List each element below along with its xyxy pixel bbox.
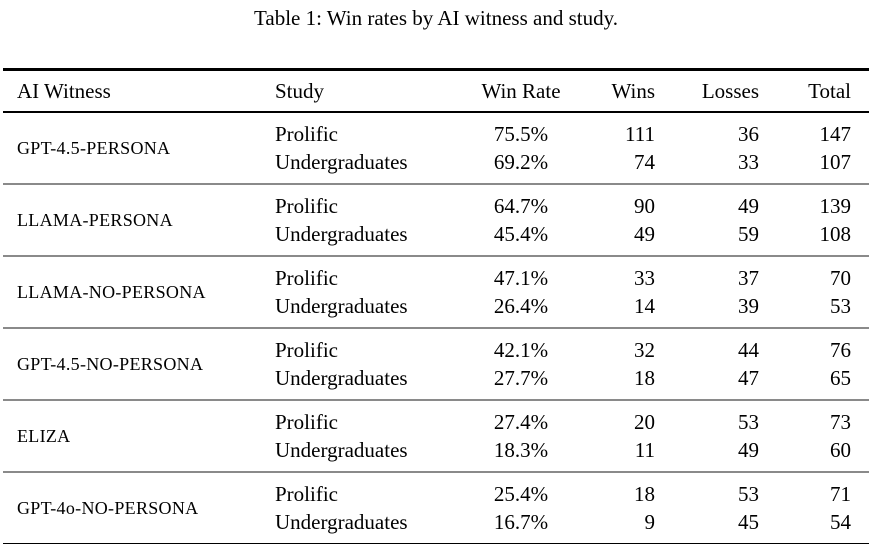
table-row: LLAMA-NO-PERSONA Prolific 47.1% 33 37 70 — [3, 255, 869, 328]
wins-cell: 18 — [634, 366, 655, 390]
witness-group: GPT-4o-NO-PERSONA Prolific 25.4% 18 53 7… — [3, 471, 869, 544]
losses-cell: 49 — [665, 183, 767, 220]
total-cell: 65 — [830, 366, 851, 390]
total-cell: 54 — [830, 510, 851, 534]
total-cell: 107 — [819, 150, 852, 174]
losses-cell: 37 — [665, 255, 767, 292]
col-header-total: Total — [767, 69, 869, 113]
win-rate-cell: 42.1% — [461, 327, 581, 364]
table-row: ELIZA Prolific 27.4% 20 53 73 — [3, 399, 869, 472]
study-cell: Undergraduates — [275, 510, 408, 534]
win-rates-table: AI Witness Study Win Rate Wins Losses To… — [3, 68, 869, 544]
study-cell: Undergraduates — [275, 438, 408, 462]
table-row: Undergraduates 18.3% 11 49 60 — [3, 436, 869, 472]
win-rate-cell: 69.2% — [493, 150, 549, 174]
win-rate-cell: 64.7% — [461, 183, 581, 220]
win-rate-cell: 45.4% — [493, 222, 549, 246]
losses-cell: 53 — [665, 471, 767, 508]
win-rate-cell: 18.3% — [493, 438, 549, 462]
study-cell: Prolific — [261, 399, 461, 436]
study-cell: Prolific — [275, 122, 338, 146]
total-cell: 73 — [767, 399, 869, 436]
win-rate-cell: 27.4% — [461, 399, 581, 436]
table-row: Undergraduates 27.7% 18 47 65 — [3, 364, 869, 400]
losses-cell: 53 — [665, 399, 767, 436]
total-cell: 53 — [830, 294, 851, 318]
table-row: GPT-4o-NO-PERSONA Prolific 25.4% 18 53 7… — [3, 471, 869, 544]
win-rate-cell: 75.5% — [493, 122, 549, 146]
table-header-row: AI Witness Study Win Rate Wins Losses To… — [3, 69, 869, 113]
total-cell: 60 — [830, 438, 851, 462]
table-row: GPT-4.5-NO-PERSONA Prolific 42.1% 32 44 … — [3, 327, 869, 400]
losses-cell: 36 — [738, 122, 759, 146]
wins-cell: 11 — [634, 438, 655, 462]
losses-cell: 45 — [738, 510, 759, 534]
table-row: Undergraduates 26.4% 14 39 53 — [3, 292, 869, 328]
total-cell: 147 — [819, 122, 852, 146]
win-rate-cell: 25.4% — [461, 471, 581, 508]
wins-cell: 9 — [644, 510, 656, 534]
witness-group: LLAMA-PERSONA Prolific 64.7% 90 49 139 U… — [3, 183, 869, 256]
win-rate-cell: 47.1% — [461, 255, 581, 292]
wins-cell: 74 — [634, 150, 655, 174]
total-cell: 70 — [767, 255, 869, 292]
wins-cell: 14 — [634, 294, 655, 318]
losses-cell: 49 — [738, 438, 759, 462]
total-cell: 139 — [767, 183, 869, 220]
witness-cell: LLAMA-NO-PERSONA — [3, 255, 261, 328]
witness-group: GPT-4.5-NO-PERSONA Prolific 42.1% 32 44 … — [3, 327, 869, 400]
total-cell: 108 — [819, 222, 852, 246]
study-cell: Prolific — [261, 183, 461, 220]
table-caption: Table 1: Win rates by AI witness and stu… — [254, 6, 618, 30]
col-header-win-rate: Win Rate — [461, 69, 581, 113]
witness-group: ELIZA Prolific 27.4% 20 53 73 Undergradu… — [3, 399, 869, 472]
losses-cell: 44 — [665, 327, 767, 364]
study-cell: Undergraduates — [275, 294, 408, 318]
win-rate-cell: 16.7% — [493, 510, 549, 534]
study-cell: Undergraduates — [275, 222, 408, 246]
wins-cell: 111 — [625, 122, 655, 146]
wins-cell: 32 — [581, 327, 665, 364]
losses-cell: 47 — [738, 366, 759, 390]
wins-cell: 90 — [581, 183, 665, 220]
col-header-study: Study — [261, 69, 461, 113]
witness-cell: GPT-4.5-PERSONA — [17, 138, 171, 158]
witness-cell: GPT-4o-NO-PERSONA — [3, 471, 261, 544]
table-row: Undergraduates 69.2% 74 33 107 — [3, 148, 869, 184]
losses-cell: 59 — [738, 222, 759, 246]
witness-group: GPT-4.5-PERSONA Prolific 75.5% 111 36 14… — [3, 112, 869, 184]
col-header-wins: Wins — [581, 69, 665, 113]
witness-cell: LLAMA-PERSONA — [3, 183, 261, 256]
witness-group: LLAMA-NO-PERSONA Prolific 47.1% 33 37 70… — [3, 255, 869, 328]
study-cell: Undergraduates — [275, 150, 408, 174]
study-cell: Undergraduates — [275, 366, 408, 390]
wins-cell: 20 — [581, 399, 665, 436]
witness-cell: ELIZA — [3, 399, 261, 472]
wins-cell: 33 — [581, 255, 665, 292]
losses-cell: 33 — [738, 150, 759, 174]
wins-cell: 49 — [634, 222, 655, 246]
col-header-ai-witness: AI Witness — [3, 69, 261, 113]
wins-cell: 18 — [581, 471, 665, 508]
win-rate-cell: 27.7% — [493, 366, 549, 390]
study-cell: Prolific — [261, 471, 461, 508]
table-row: Undergraduates 45.4% 49 59 108 — [3, 220, 869, 256]
witness-cell: GPT-4.5-NO-PERSONA — [3, 327, 261, 400]
table-row: GPT-4.5-PERSONA Prolific 75.5% 111 36 14… — [3, 112, 869, 158]
table-row: Undergraduates 16.7% 9 45 54 — [3, 508, 869, 544]
total-cell: 76 — [767, 327, 869, 364]
table-row: LLAMA-PERSONA Prolific 64.7% 90 49 139 — [3, 183, 869, 256]
study-cell: Prolific — [261, 327, 461, 364]
col-header-losses: Losses — [665, 69, 767, 113]
total-cell: 71 — [767, 471, 869, 508]
losses-cell: 39 — [738, 294, 759, 318]
win-rate-cell: 26.4% — [493, 294, 549, 318]
study-cell: Prolific — [261, 255, 461, 292]
